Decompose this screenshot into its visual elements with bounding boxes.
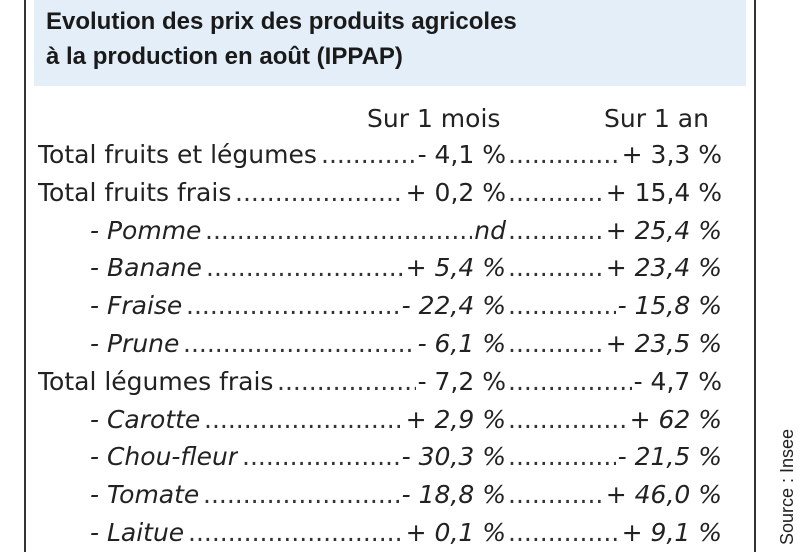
dot-leader bbox=[321, 138, 416, 172]
row-label: Total fruits et légumes bbox=[38, 140, 317, 169]
row-label: - Pomme bbox=[90, 215, 202, 245]
table-row: - Chou-fleur - 30,3 % - 21,5 % bbox=[38, 440, 722, 474]
dot-leader bbox=[204, 403, 404, 437]
title-header: Evolution des prix des produits agricole… bbox=[34, 0, 746, 86]
dot-leader bbox=[205, 214, 472, 248]
source-label: Source : Insee bbox=[777, 428, 797, 545]
dot-leader bbox=[508, 289, 616, 323]
column-header-month: Sur 1 mois bbox=[367, 104, 501, 133]
month-change-value: - 6,1 % bbox=[417, 329, 506, 358]
month-change-value: - 18,8 % bbox=[401, 480, 506, 510]
table-row: - Prune - 6,1 % + 23,5 % bbox=[38, 327, 722, 361]
row-label: - Prune bbox=[90, 329, 180, 358]
year-change-value: - 4,7 % bbox=[633, 366, 722, 396]
year-change-value: + 23,5 % bbox=[605, 329, 722, 358]
dot-leader bbox=[277, 365, 416, 399]
year-change-value: - 21,5 % bbox=[617, 442, 722, 472]
source-note: Source : Insee bbox=[754, 395, 800, 550]
dot-leader bbox=[508, 251, 604, 285]
table-row: - Tomate - 18,8 % + 46,0 % bbox=[38, 478, 722, 512]
dot-leader bbox=[508, 440, 616, 474]
table-title-line-2: à la production en août (IPPAP) bbox=[46, 43, 403, 70]
dot-leader bbox=[508, 403, 628, 437]
month-change-value: + 0,2 % bbox=[405, 177, 506, 207]
row-label: Total fruits frais bbox=[38, 177, 232, 207]
year-change-value: + 15,4 % bbox=[605, 177, 722, 207]
dot-leader bbox=[508, 516, 620, 550]
year-change-value: + 46,0 % bbox=[605, 480, 722, 510]
month-change-value: nd bbox=[474, 215, 506, 245]
table-row: Total légumes frais - 7,2 % - 4,7 % bbox=[38, 365, 722, 399]
year-change-value: + 62 % bbox=[629, 404, 722, 434]
row-label: Total légumes frais bbox=[38, 366, 274, 396]
dot-leader bbox=[203, 478, 400, 512]
column-header-year: Sur 1 an bbox=[604, 104, 709, 133]
table-row: Total fruits frais + 0,2 % + 15,4 % bbox=[38, 176, 722, 210]
row-label: - Chou-fleur bbox=[90, 442, 239, 472]
month-change-value: + 0,1 % bbox=[405, 518, 506, 547]
year-change-value: + 9,1 % bbox=[621, 518, 722, 547]
month-change-value: - 4,1 % bbox=[417, 140, 506, 169]
dot-leader bbox=[242, 440, 400, 474]
row-label: - Carotte bbox=[90, 404, 201, 434]
row-label: - Tomate bbox=[90, 480, 200, 510]
row-label: - Fraise bbox=[90, 291, 183, 321]
month-change-value: + 5,4 % bbox=[405, 253, 506, 283]
dot-leader bbox=[508, 176, 604, 210]
year-change-value: + 23,4 % bbox=[605, 253, 722, 283]
year-change-value: + 25,4 % bbox=[605, 215, 722, 245]
table-frame: Evolution des prix des produits agricole… bbox=[24, 0, 756, 552]
table-row: Total fruits et légumes - 4,1 % + 3,3 % bbox=[38, 138, 722, 172]
month-change-value: - 30,3 % bbox=[401, 442, 506, 472]
table-title-line-1: Evolution des prix des produits agricole… bbox=[46, 8, 517, 35]
dot-leader bbox=[206, 251, 404, 285]
dot-leader bbox=[508, 138, 620, 172]
table-row: - Pomme nd + 25,4 % bbox=[38, 214, 722, 248]
month-change-value: - 7,2 % bbox=[417, 366, 506, 396]
table-row: - Laitue + 0,1 % + 9,1 % bbox=[38, 516, 722, 550]
year-change-value: + 3,3 % bbox=[621, 140, 722, 169]
dot-leader bbox=[508, 365, 632, 399]
dot-leader bbox=[508, 214, 604, 248]
dot-leader bbox=[183, 327, 416, 361]
row-label: - Laitue bbox=[90, 518, 185, 547]
dot-leader bbox=[508, 327, 604, 361]
dot-leader bbox=[188, 516, 404, 550]
row-label: - Banane bbox=[90, 253, 202, 283]
month-change-value: - 22,4 % bbox=[401, 291, 506, 321]
dot-leader bbox=[186, 289, 400, 323]
table-row: - Banane + 5,4 % + 23,4 % bbox=[38, 251, 722, 285]
dot-leader bbox=[508, 478, 604, 512]
month-change-value: + 2,9 % bbox=[405, 404, 506, 434]
dot-leader bbox=[235, 176, 404, 210]
table-row: - Fraise - 22,4 % - 15,8 % bbox=[38, 289, 722, 323]
year-change-value: - 15,8 % bbox=[617, 291, 722, 321]
table-row: - Carotte + 2,9 % + 62 % bbox=[38, 403, 722, 437]
